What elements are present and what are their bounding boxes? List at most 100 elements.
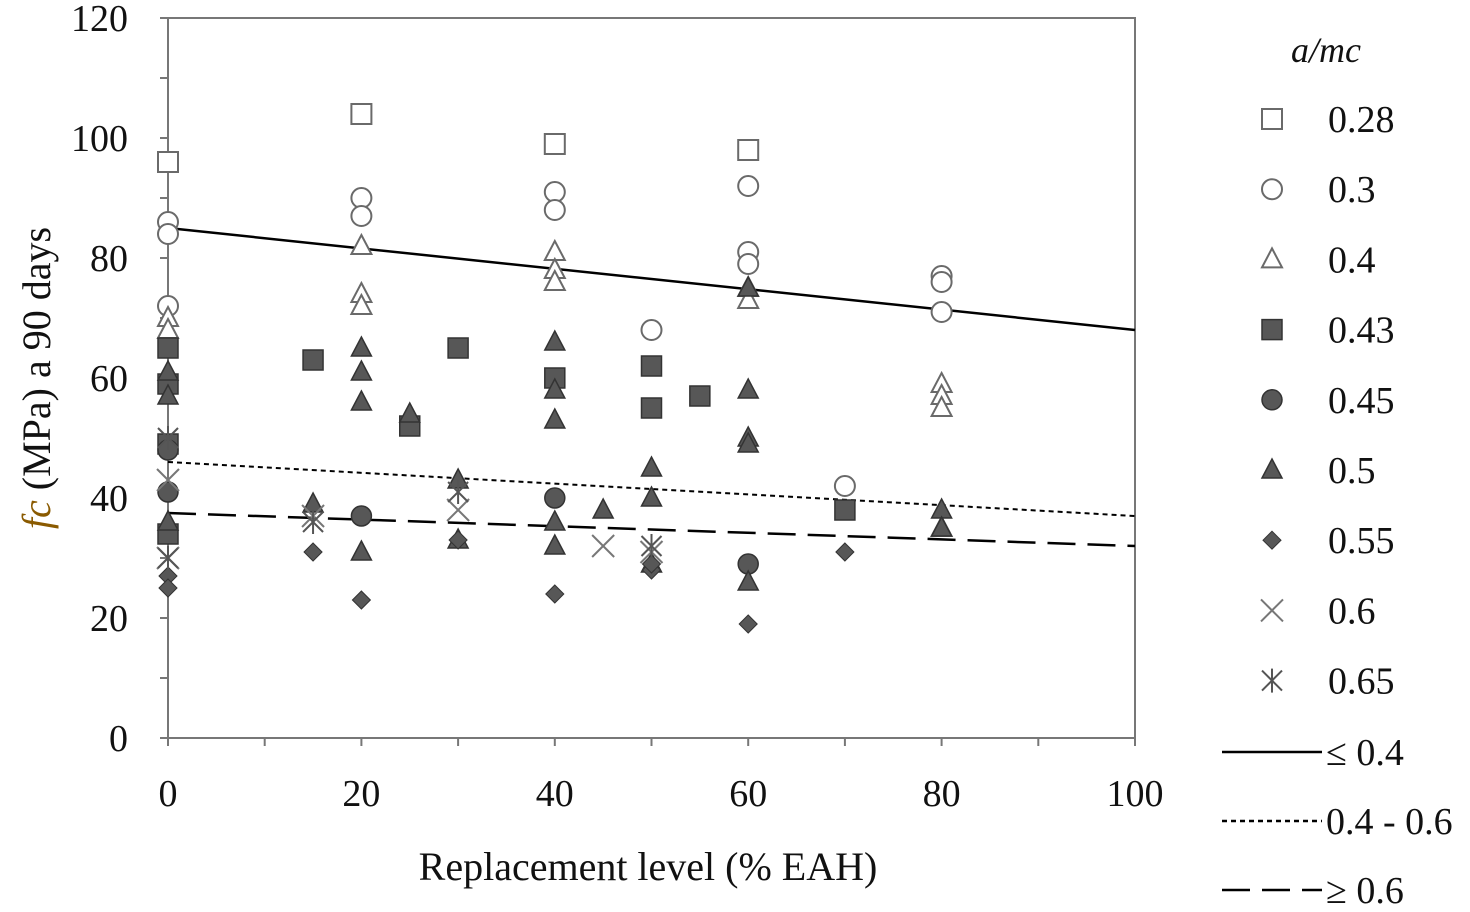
data-point <box>736 377 760 399</box>
data-point <box>349 292 374 315</box>
data-point <box>736 569 760 591</box>
legend-marker <box>1260 598 1284 623</box>
data-point <box>737 139 760 161</box>
x-tick-label: 0 <box>159 773 178 815</box>
x-tick-label: 40 <box>536 773 574 815</box>
plot-area-border <box>167 17 1136 739</box>
legend-label: 0.4 - 0.6 <box>1326 801 1453 843</box>
trendline-3 <box>167 511 1136 548</box>
series-0_45 <box>157 439 759 575</box>
x-tick-label: 60 <box>729 773 767 815</box>
legend-label: ≤ 0.4 <box>1326 732 1404 774</box>
data-point <box>930 301 953 323</box>
series-0_55 <box>158 530 855 634</box>
x-axis-title: Replacement level (% EAH) <box>419 844 878 889</box>
y-axis-title-symbol: fc <box>14 500 59 529</box>
data-point <box>447 337 469 359</box>
legend-item-trend-2: 0.4 - 0.6 <box>1222 801 1453 843</box>
data-point <box>350 103 373 125</box>
y-tick-label: 40 <box>90 478 128 520</box>
series-0_6 <box>156 468 664 570</box>
data-point <box>447 480 469 504</box>
legend-label: 0.3 <box>1328 169 1376 211</box>
data-point <box>930 497 953 519</box>
x-tick-label: 100 <box>1107 773 1164 815</box>
legend-marker <box>1261 389 1283 411</box>
data-point <box>640 455 663 477</box>
legend-item-0_5: 0.5 <box>1260 450 1376 492</box>
data-point <box>543 509 567 531</box>
series-0_5 <box>156 275 953 591</box>
legend-item-0_3: 0.3 <box>1261 169 1376 211</box>
data-point <box>640 319 663 341</box>
legend-label: 0.6 <box>1328 590 1376 632</box>
x-tick-label: 80 <box>923 773 961 815</box>
data-point <box>157 426 179 450</box>
data-point <box>930 271 953 293</box>
y-tick-label: 100 <box>71 118 128 160</box>
data-point <box>543 533 567 555</box>
legend: 0.28 0.3 0.4 0.43 0.45 0.5 0.55 0.6 0.65 ≤ 0.4 0.4… <box>1222 99 1453 912</box>
legend-label: 0.43 <box>1328 310 1395 352</box>
legend-label: 0.5 <box>1328 450 1376 492</box>
legend-marker <box>1260 457 1284 479</box>
legend-item-0_4: 0.4 <box>1260 239 1376 281</box>
data-point <box>543 268 567 291</box>
y-tick-label: 80 <box>90 238 128 280</box>
data-point <box>640 397 663 419</box>
data-point <box>736 431 760 453</box>
plot-frame <box>167 17 1136 739</box>
data-point <box>156 383 180 405</box>
data-point <box>350 335 373 357</box>
data-point <box>157 151 179 173</box>
y-tick-label: 0 <box>109 718 128 760</box>
data-point <box>350 389 373 411</box>
series-0_28 <box>157 103 760 173</box>
data-point <box>158 578 178 598</box>
y-axis: 0 20 40 60 80 100 120 <box>71 0 168 760</box>
legend-item-0_65: 0.65 <box>1261 661 1395 703</box>
legend-marker <box>1260 246 1284 269</box>
data-point <box>157 546 179 570</box>
data-point <box>157 223 179 245</box>
data-point <box>350 505 373 527</box>
data-point <box>157 481 179 503</box>
legend-item-0_45: 0.45 <box>1261 380 1395 422</box>
data-point <box>835 542 855 562</box>
legend-label: 0.28 <box>1328 99 1395 141</box>
legend-label: 0.45 <box>1328 380 1395 422</box>
data-point <box>543 199 566 221</box>
data-point <box>689 385 711 407</box>
data-point <box>350 539 373 561</box>
legend-label: 0.65 <box>1328 661 1395 703</box>
data-point <box>929 394 954 417</box>
legend-marker <box>1261 178 1283 201</box>
data-point <box>446 498 470 522</box>
data-point <box>545 584 565 604</box>
trendline-1 <box>167 226 1136 332</box>
data-point <box>640 534 663 558</box>
legend-marker <box>1261 108 1283 130</box>
series-0_65 <box>157 426 663 570</box>
data-point <box>833 475 856 497</box>
data-point <box>303 542 323 562</box>
legend-item-0_55: 0.55 <box>1262 520 1395 562</box>
data-point <box>350 359 373 381</box>
y-tick-label: 120 <box>71 0 128 40</box>
legend-item-trend-1: ≤ 0.4 <box>1222 732 1404 774</box>
data-point <box>543 377 567 399</box>
data-point <box>350 205 373 227</box>
data-point <box>156 509 180 531</box>
data-points <box>156 103 954 634</box>
data-point <box>543 133 566 155</box>
data-point <box>640 355 663 377</box>
series-0_3 <box>157 175 953 497</box>
legend-label: 0.4 <box>1328 239 1376 281</box>
data-point <box>543 407 567 429</box>
data-point <box>349 232 374 255</box>
legend-label: 0.55 <box>1328 520 1395 562</box>
data-point <box>302 510 324 534</box>
data-point <box>737 253 760 275</box>
data-point <box>736 275 760 297</box>
